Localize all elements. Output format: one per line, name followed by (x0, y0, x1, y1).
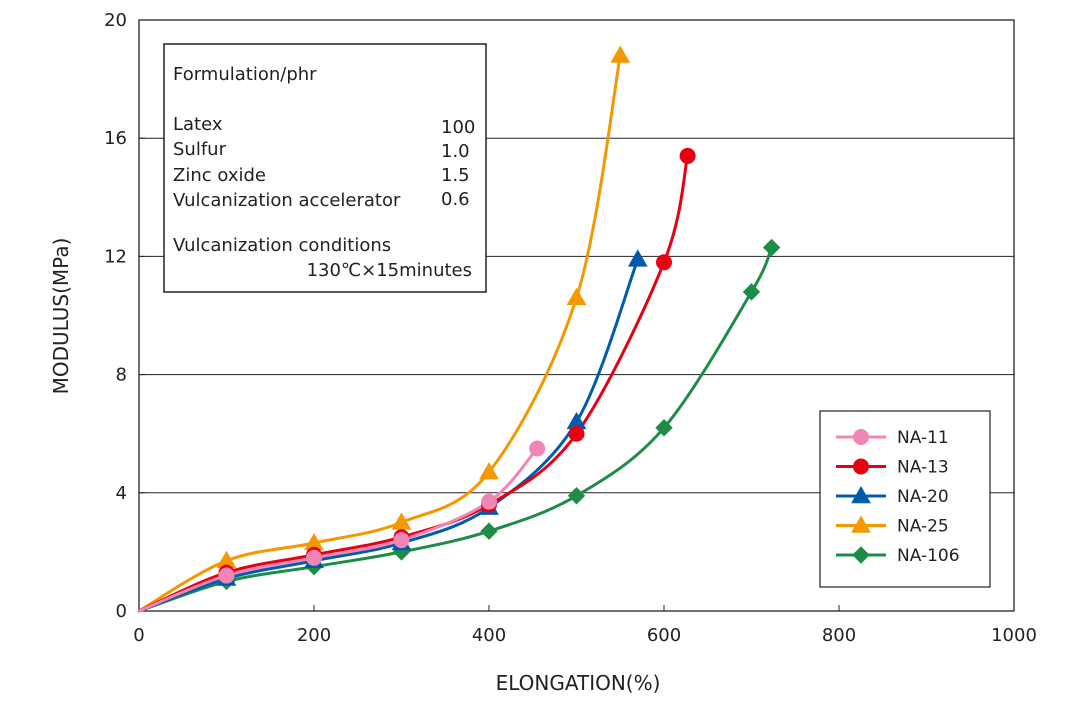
data-point-na-13 (656, 254, 672, 271)
x-tick-label: 0 (133, 625, 144, 646)
data-point-na-13 (568, 425, 585, 442)
y-tick-label: 4 (116, 483, 127, 504)
data-point-na-11 (218, 567, 235, 584)
y-tick-label: 16 (104, 128, 127, 149)
series-line-na-20 (137, 257, 640, 613)
formulation-row-value: 1.5 (441, 165, 470, 186)
legend-marker (851, 515, 871, 533)
data-point-na-13 (679, 147, 696, 164)
x-tick-label: 200 (297, 625, 331, 646)
data-point-na-106 (762, 238, 781, 257)
data-point-na-106 (655, 419, 673, 437)
legend-marker (853, 458, 869, 475)
legend-marker (851, 485, 871, 504)
formulation-box-border (163, 43, 487, 293)
data-point-na-11 (306, 549, 322, 566)
legend-label: NA-106 (897, 546, 960, 566)
data-point-na-106 (567, 487, 586, 505)
y-tick-label: 12 (104, 246, 127, 267)
x-tick-label: 800 (822, 625, 856, 646)
legend-marker (853, 429, 869, 445)
formulation-row-value: 100 (441, 117, 475, 138)
y-tick-label: 0 (116, 601, 127, 622)
data-point-na-11 (529, 440, 546, 457)
data-point-na-11 (481, 493, 497, 510)
y-tick-label: 20 (104, 10, 127, 31)
series-line-na-106 (137, 246, 774, 613)
legend-label: NA-20 (897, 487, 949, 507)
legend-label: NA-11 (897, 428, 949, 448)
formulation-box: Formulation/phr Latex 100 Sulfur 1.0 Zin… (163, 43, 487, 293)
x-tick-label: 1000 (991, 625, 1037, 646)
plot-area-border (138, 19, 1015, 612)
data-point-na-25 (479, 462, 499, 480)
data-point-na-25 (566, 287, 587, 306)
y-tick-label: 8 (116, 365, 127, 386)
legend-box (819, 410, 991, 588)
legend-item-na-106: NA-106 (836, 546, 960, 566)
formulation-row-label: Vulcanization accelerator (173, 190, 401, 211)
legend-marker (852, 546, 870, 564)
data-point-na-20 (627, 249, 648, 267)
legend: NA-11 NA-13 NA-20 NA-25 NA-106 (819, 410, 991, 588)
formulation-row-label: Sulfur (173, 139, 227, 160)
legend-item-na-13: NA-13 (836, 458, 949, 478)
series-line-na-13 (137, 154, 690, 613)
formulation-heading: Formulation/phr (173, 64, 317, 85)
y-axis-title: MODULUS(MPa) (49, 238, 73, 395)
x-tick-label: 400 (472, 625, 506, 646)
x-axis-title: ELONGATION(%) (496, 671, 661, 695)
legend-item-na-11: NA-11 (836, 428, 949, 448)
vulcanization-conditions-value: 130℃×15minutes (307, 260, 472, 281)
data-point-na-25 (610, 45, 631, 63)
series-line-na-11 (137, 447, 539, 613)
formulation-row-value: 1.0 (441, 141, 470, 162)
formulation-row-label: Latex (173, 114, 223, 135)
legend-item-na-20: NA-20 (836, 485, 949, 507)
vulcanization-conditions-label: Vulcanization conditions (173, 235, 391, 256)
data-point-na-106 (480, 522, 498, 540)
data-point-na-106 (742, 283, 761, 301)
x-tick-label: 600 (647, 625, 681, 646)
formulation-row-label: Zinc oxide (173, 165, 266, 186)
series-markers (216, 45, 781, 591)
data-point-na-25 (391, 512, 412, 530)
data-point-na-11 (393, 532, 410, 549)
formulation-row-value: 0.6 (441, 189, 470, 210)
legend-label: NA-13 (897, 458, 949, 478)
x-axis-ticks: 0 200 400 600 800 1000 (133, 605, 1037, 646)
legend-label: NA-25 (897, 517, 949, 537)
y-axis-ticks: 0 4 8 12 16 20 (104, 10, 145, 622)
legend-item-na-25: NA-25 (836, 515, 949, 537)
